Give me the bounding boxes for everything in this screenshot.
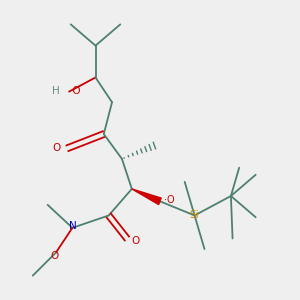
Polygon shape bbox=[132, 189, 161, 205]
Text: N: N bbox=[68, 221, 76, 231]
Text: O: O bbox=[132, 236, 140, 246]
Text: O: O bbox=[52, 143, 60, 153]
Text: O: O bbox=[50, 251, 58, 261]
Text: Si: Si bbox=[190, 211, 200, 220]
Text: ·O: ·O bbox=[70, 86, 81, 96]
Text: ·O: ·O bbox=[164, 194, 175, 205]
Text: H: H bbox=[52, 86, 60, 96]
